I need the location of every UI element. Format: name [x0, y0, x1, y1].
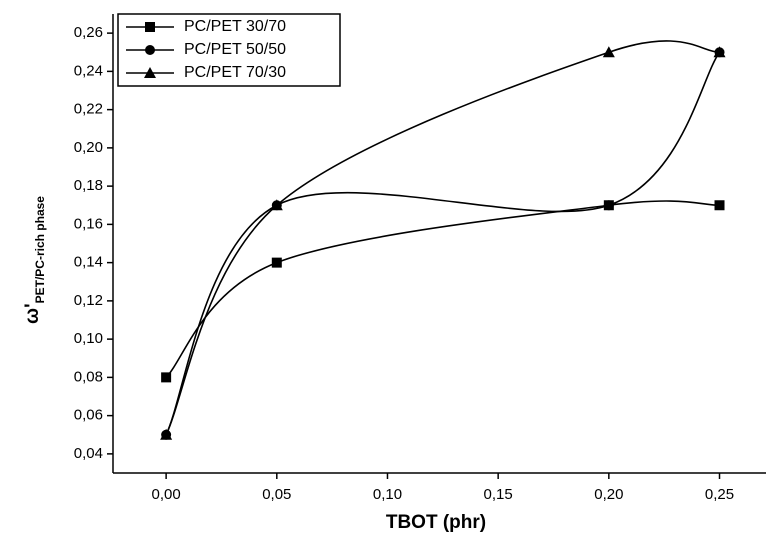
y-tick-label: 0,18 — [74, 177, 103, 194]
series-line — [165, 51, 721, 436]
x-tick-label: 0,25 — [705, 486, 734, 503]
y-tick-label: 0,08 — [74, 368, 103, 385]
y-axis-subscript: PET/PC-rich phase — [33, 196, 47, 304]
marker-circle — [145, 45, 155, 55]
marker-triangle — [270, 199, 283, 211]
legend: PC/PET 30/70 PC/PET 50/50 PC/PET 70/30 — [117, 13, 341, 87]
y-axis-title-group: ω'PET/PC-rich phase — [22, 196, 47, 324]
x-tick-label: 0,20 — [594, 486, 623, 503]
series-line — [165, 200, 720, 378]
y-tick-label: 0,16 — [74, 215, 103, 232]
marker-square — [271, 257, 282, 268]
y-axis-title: ω'PET/PC-rich phase — [22, 196, 47, 324]
y-tick-label: 0,04 — [74, 445, 103, 462]
x-tick-label: 0,15 — [484, 486, 513, 503]
marker-triangle — [160, 428, 173, 440]
marker-triangle — [602, 46, 615, 58]
y-tick-label: 0,24 — [74, 62, 103, 79]
legend-label: PC/PET 30/70 — [184, 18, 286, 35]
marker-square — [161, 372, 172, 383]
marker-triangle — [713, 46, 726, 58]
y-tick-label: 0,12 — [74, 292, 103, 309]
y-tick-label: 0,10 — [74, 330, 103, 347]
x-tick-label: 0,10 — [373, 486, 402, 503]
y-tick-label: 0,14 — [74, 254, 103, 271]
marker-square — [145, 22, 155, 32]
y-axis-symbol: ω' — [22, 303, 43, 324]
marker-triangle — [144, 67, 156, 78]
y-tick-label: 0,22 — [74, 101, 103, 118]
y-tick-label: 0,06 — [74, 407, 103, 424]
x-tick-label: 0,05 — [262, 486, 291, 503]
y-tick-label: 0,20 — [74, 139, 103, 156]
marker-circle — [603, 200, 614, 211]
legend-label: PC/PET 70/30 — [184, 64, 286, 81]
legend-label: PC/PET 50/50 — [184, 41, 286, 58]
y-tick-label: 0,26 — [74, 24, 103, 41]
x-axis-title: TBOT (phr) — [386, 512, 486, 533]
marker-square — [714, 200, 725, 211]
x-tick-label: 0,00 — [152, 486, 181, 503]
series-line — [165, 40, 720, 436]
